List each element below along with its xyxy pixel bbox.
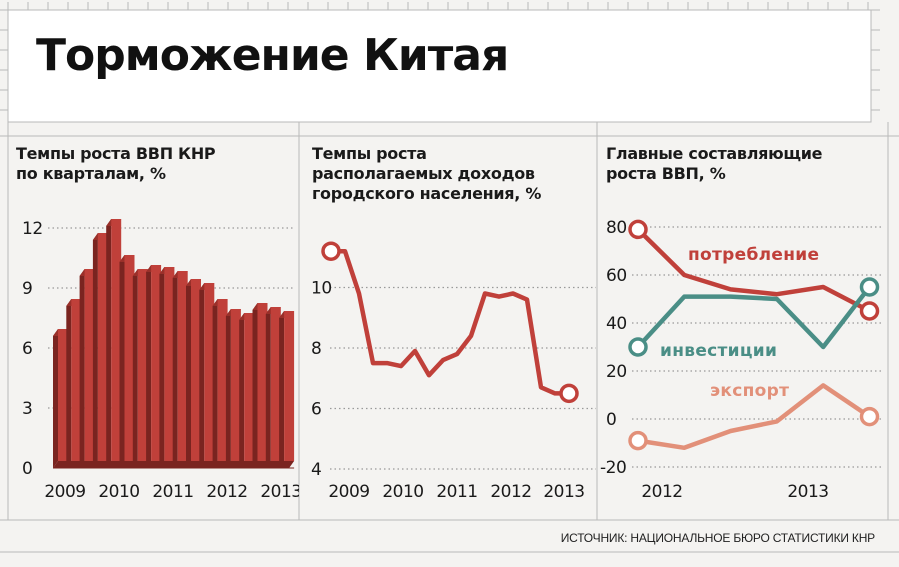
bar-side [212, 299, 218, 468]
y-tick-label: -20 [600, 458, 626, 478]
gdp-chart-title: Темпы роста ВВП КНР по кварталам, % [16, 144, 216, 183]
bar [151, 265, 162, 461]
x-tick-label: 2009 [328, 482, 369, 502]
y-tick-label: 6 [311, 400, 321, 420]
bar-side [119, 255, 125, 468]
x-tick-label: 2013 [260, 482, 299, 502]
endpoint-marker [859, 277, 880, 297]
bar-side [92, 233, 98, 468]
series-label: экспорт [710, 381, 789, 401]
bar [58, 329, 68, 461]
bar-side [225, 309, 231, 468]
series-line [635, 227, 872, 314]
endpoint-marker [628, 337, 648, 357]
urban-income-line-chart: 4 6 8 10 2009 2010 2011 2012 2013 [311, 241, 596, 502]
x-tick-label: 2013 [543, 482, 584, 502]
x-tick-label: 2012 [490, 482, 531, 502]
bar-side [252, 303, 258, 468]
y-tick-label: 12 [22, 219, 43, 239]
y-tick-label: 3 [22, 399, 32, 419]
page-title: Торможение Китая [36, 30, 509, 81]
endpoint-marker [559, 383, 579, 404]
bar [230, 309, 241, 461]
x-tick-label: 2011 [152, 482, 193, 502]
bar [244, 313, 255, 461]
y-tick-label: 4 [311, 460, 321, 480]
bar-side [279, 311, 285, 468]
endpoint-marker [321, 241, 341, 261]
bar [164, 267, 175, 461]
endpoint-marker [628, 430, 648, 451]
y-tick-label: 60 [606, 266, 627, 286]
series-label: потребление [688, 245, 819, 265]
source-note: ИСТОЧНИК: НАЦИОНАЛЬНОЕ БЮРО СТАТИСТИКИ К… [560, 531, 875, 545]
bar [124, 255, 135, 461]
y-tick-label: 40 [606, 314, 627, 334]
y-tick-label: 0 [606, 410, 616, 430]
bar [191, 279, 201, 461]
endpoint-marker [859, 406, 880, 427]
series-line-income [328, 248, 572, 396]
bar [257, 303, 268, 461]
x-tick-label: 2012 [206, 482, 247, 502]
bar-side [199, 283, 205, 468]
bar [204, 283, 215, 461]
bar-side [53, 329, 58, 468]
bar [177, 271, 188, 461]
bar [84, 269, 95, 461]
bar-side [239, 313, 245, 468]
bar-side [172, 271, 178, 468]
bar-side [265, 307, 271, 468]
x-tick-label: 2010 [382, 482, 423, 502]
bar [137, 269, 148, 461]
components-chart-title: Главные составляющие роста ВВП, % [606, 144, 823, 183]
bar-side [106, 219, 112, 468]
series-line [635, 284, 872, 350]
income-chart-title: Темпы роста располагаемых доходов городс… [312, 144, 542, 203]
y-tick-label: 80 [606, 218, 627, 238]
y-tick-label: 6 [22, 339, 32, 359]
bar-side [79, 269, 85, 468]
bar-side [159, 267, 165, 468]
endpoint-marker [859, 301, 880, 321]
bar-side [132, 269, 138, 468]
bar [71, 299, 82, 461]
x-tick-label: 2013 [787, 482, 828, 502]
y-tick-label: 10 [311, 279, 332, 299]
bar [111, 219, 122, 461]
bar [97, 233, 108, 461]
series-line [635, 383, 872, 451]
x-tick-label: 2011 [436, 482, 477, 502]
bar [217, 299, 228, 461]
bar [270, 307, 281, 461]
x-tick-label: 2010 [98, 482, 139, 502]
y-tick-label: 9 [22, 279, 32, 299]
y-tick-label: 0 [22, 459, 32, 479]
gdp-quarterly-bar-chart: 0 3 6 9 12 2009 2010 2011 2012 2013 [22, 219, 299, 502]
bar-side [66, 299, 72, 468]
title-box [7, 9, 872, 123]
x-tick-label: 2012 [641, 482, 682, 502]
bar-base [53, 461, 295, 468]
endpoint-marker [628, 219, 648, 240]
bar [284, 311, 295, 461]
y-tick-label: 20 [606, 362, 627, 382]
series-label: инвестиции [660, 341, 777, 361]
bar-side [146, 265, 152, 468]
x-tick-label: 2009 [44, 482, 85, 502]
bar-side [186, 279, 191, 468]
y-tick-label: 8 [311, 339, 321, 359]
